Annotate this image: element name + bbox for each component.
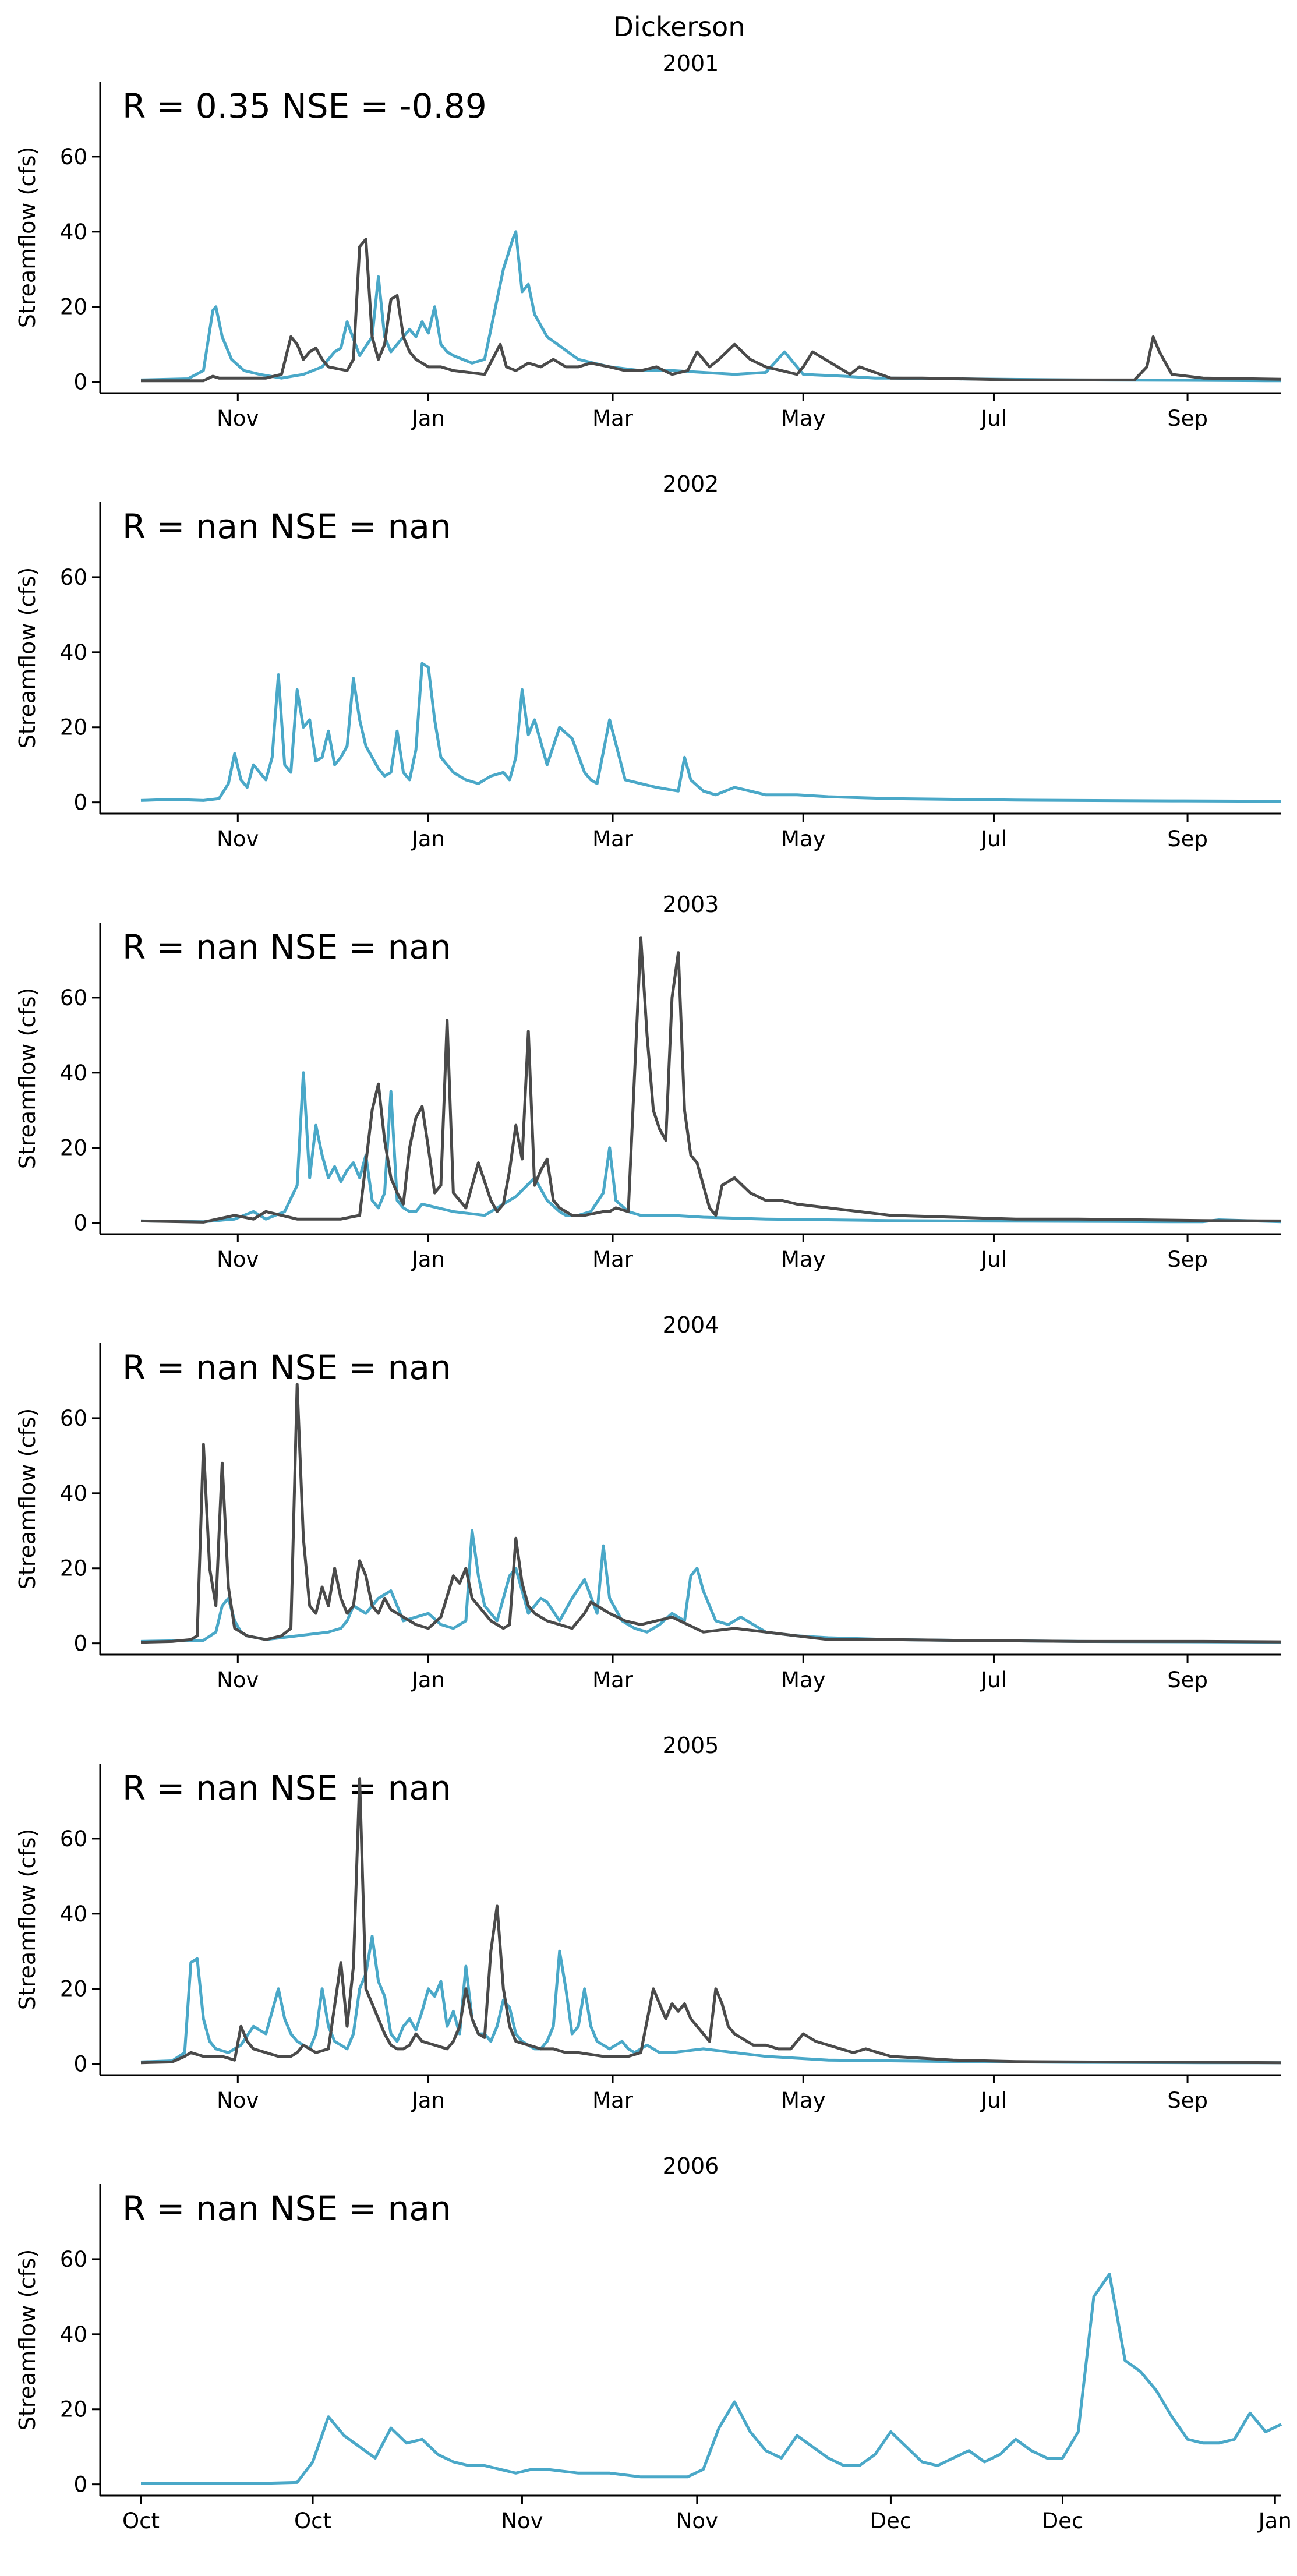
x-tick-label: Nov bbox=[217, 1667, 259, 1692]
y-axis-label: Streamflow (cfs) bbox=[15, 988, 40, 1169]
x-tick-label: May bbox=[781, 826, 826, 851]
x-tick-label: Oct bbox=[122, 2508, 160, 2533]
y-axis-label: Streamflow (cfs) bbox=[15, 1408, 40, 1590]
x-tick-label: Oct bbox=[294, 2508, 331, 2533]
x-tick-label: Jan bbox=[411, 1667, 445, 1692]
y-tick-label: 0 bbox=[73, 1211, 87, 1236]
x-tick-label: Mar bbox=[592, 2088, 634, 2113]
x-tick-label: Dec bbox=[870, 2508, 912, 2533]
y-tick-label: 20 bbox=[60, 1977, 87, 2002]
x-tick-label: Nov bbox=[217, 1247, 259, 1272]
y-tick-label: 0 bbox=[73, 2052, 87, 2077]
y-tick-label: 20 bbox=[60, 1136, 87, 1161]
y-tick-label: 0 bbox=[73, 370, 87, 395]
x-tick-label: Nov bbox=[501, 2508, 543, 2533]
panel-title: 2002 bbox=[663, 471, 719, 497]
y-tick-label: 20 bbox=[60, 715, 87, 740]
metrics-annotation: R = nan NSE = nan bbox=[122, 927, 451, 967]
x-tick-label: Mar bbox=[592, 406, 634, 431]
x-tick-label: Mar bbox=[592, 826, 634, 851]
simulated-series-line bbox=[140, 230, 1281, 383]
y-tick-label: 20 bbox=[60, 2397, 87, 2422]
y-tick-label: 20 bbox=[60, 295, 87, 320]
x-tick-label: Jan bbox=[1257, 2508, 1292, 2533]
chart-panel-2006: 2006 R = nan NSE = nan Streamflow (cfs) 0 20… bbox=[15, 2153, 1292, 2533]
x-tick-label: Sep bbox=[1167, 826, 1208, 851]
observed-series-line bbox=[140, 936, 1282, 1224]
chart-panel-2003: 2003 R = nan NSE = nan Streamflow (cfs) 0 20… bbox=[15, 892, 1282, 1272]
metrics-annotation: R = nan NSE = nan bbox=[122, 507, 451, 546]
x-tick-label: Jan bbox=[411, 1247, 445, 1272]
panel-title: 2005 bbox=[663, 1733, 719, 1758]
x-tick-label: Nov bbox=[217, 826, 259, 851]
y-axis-label: Streamflow (cfs) bbox=[15, 1829, 40, 2010]
x-tick-label: Jan bbox=[411, 406, 445, 431]
x-tick-label: Mar bbox=[592, 1247, 634, 1272]
metrics-annotation: R = nan NSE = nan bbox=[122, 1768, 451, 1808]
x-tick-label: Sep bbox=[1167, 2088, 1208, 2113]
observed-series-line bbox=[141, 238, 1282, 383]
chart-panel-2005: 2005 R = nan NSE = nan Streamflow (cfs) 0 20… bbox=[15, 1733, 1282, 2113]
x-tick-label: Sep bbox=[1167, 1667, 1208, 1692]
y-tick-label: 40 bbox=[60, 2322, 87, 2347]
observed-series-line bbox=[140, 1383, 1282, 1644]
x-tick-label: Sep bbox=[1167, 1247, 1208, 1272]
y-tick-label: 60 bbox=[60, 2247, 87, 2272]
figure-title: Dickerson bbox=[613, 11, 745, 43]
x-tick-label: Jul bbox=[980, 1667, 1007, 1692]
panel-title: 2006 bbox=[663, 2153, 719, 2179]
simulated-series-line bbox=[141, 2273, 1282, 2485]
x-tick-label: May bbox=[781, 1667, 826, 1692]
x-tick-label: Jul bbox=[980, 406, 1007, 431]
y-axis-label: Streamflow (cfs) bbox=[15, 147, 40, 328]
x-tick-label: May bbox=[781, 2088, 826, 2113]
chart-panel-2001: 2001 R = 0.35 NSE = -0.89 Streamflow (cfs)… bbox=[15, 51, 1282, 431]
y-tick-label: 0 bbox=[73, 790, 87, 815]
x-tick-label: Nov bbox=[217, 2088, 259, 2113]
x-tick-label: May bbox=[781, 1247, 826, 1272]
y-tick-label: 40 bbox=[60, 1902, 87, 1927]
x-tick-label: Jan bbox=[411, 826, 445, 851]
y-tick-label: 60 bbox=[60, 1826, 87, 1851]
simulated-series-line bbox=[140, 1935, 1281, 2065]
y-tick-label: 40 bbox=[60, 1061, 87, 1086]
metrics-annotation: R = nan NSE = nan bbox=[122, 2189, 451, 2228]
x-tick-label: Jul bbox=[980, 826, 1007, 851]
y-tick-label: 20 bbox=[60, 1556, 87, 1581]
y-tick-label: 60 bbox=[60, 565, 87, 590]
x-tick-label: May bbox=[781, 406, 826, 431]
x-tick-label: Jul bbox=[980, 2088, 1007, 2113]
simulated-series-line bbox=[140, 662, 1282, 803]
y-tick-label: 40 bbox=[60, 1481, 87, 1506]
x-tick-label: Dec bbox=[1042, 2508, 1084, 2533]
y-axis-label: Streamflow (cfs) bbox=[15, 2249, 40, 2431]
y-tick-label: 60 bbox=[60, 1406, 87, 1431]
y-tick-label: 60 bbox=[60, 144, 87, 169]
metrics-annotation: R = nan NSE = nan bbox=[122, 1348, 451, 1387]
y-tick-label: 0 bbox=[73, 2472, 87, 2497]
chart-panel-2004: 2004 R = nan NSE = nan Streamflow (cfs) 0 20… bbox=[15, 1312, 1282, 1692]
observed-series-line bbox=[140, 1777, 1282, 2065]
panel-title: 2003 bbox=[663, 892, 719, 917]
panel-title: 2004 bbox=[663, 1312, 719, 1338]
y-axis-label: Streamflow (cfs) bbox=[15, 567, 40, 749]
x-tick-label: Sep bbox=[1167, 406, 1208, 431]
simulated-series-line bbox=[140, 1071, 1282, 1224]
x-tick-label: Jul bbox=[980, 1247, 1007, 1272]
x-tick-label: Nov bbox=[217, 406, 259, 431]
y-tick-label: 40 bbox=[60, 640, 87, 665]
chart-panel-2002: 2002 R = nan NSE = nan Streamflow (cfs) 0 20… bbox=[15, 471, 1282, 851]
x-tick-label: Mar bbox=[592, 1667, 634, 1692]
x-tick-label: Nov bbox=[676, 2508, 718, 2533]
x-tick-label: Jan bbox=[411, 2088, 445, 2113]
panel-title: 2001 bbox=[663, 51, 719, 76]
metrics-annotation: R = 0.35 NSE = -0.89 bbox=[122, 86, 487, 126]
y-tick-label: 0 bbox=[73, 1631, 87, 1656]
y-tick-label: 60 bbox=[60, 985, 87, 1010]
y-tick-label: 40 bbox=[60, 220, 87, 245]
simulated-series-line bbox=[140, 1529, 1282, 1644]
